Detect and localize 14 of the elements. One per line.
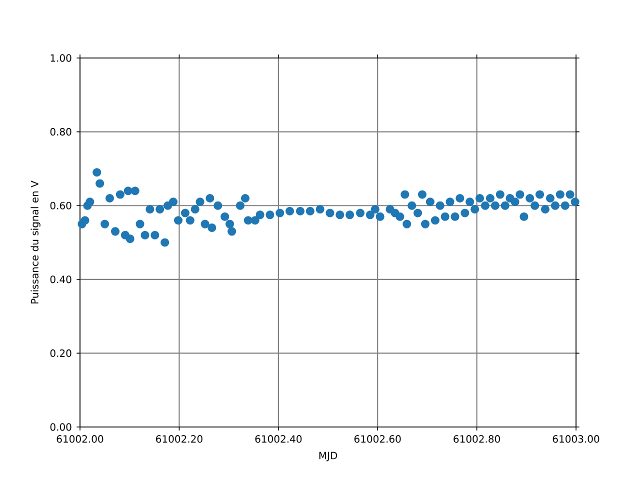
- y-tick-label: 0.00: [50, 423, 72, 431]
- y-tick-label: 0.80: [50, 128, 72, 136]
- x-tick-label: 61002.80: [454, 435, 500, 443]
- x-axis-title: MJD: [319, 452, 338, 462]
- y-tick-label: 0.60: [50, 202, 72, 210]
- y-tick-label: 0.40: [50, 276, 72, 284]
- y-tick-label: 1.00: [50, 54, 72, 62]
- y-axis-title: Puissance du signal en V: [30, 180, 40, 304]
- x-tick-label: 61002.00: [56, 435, 104, 443]
- x-tick-label: 61003.00: [552, 435, 600, 443]
- y-tick-label: 0.20: [50, 349, 72, 357]
- x-tick-label: 61002.40: [255, 435, 302, 443]
- x-tick-label: 61002.20: [156, 435, 202, 443]
- x-tick-label: 61002.60: [354, 435, 401, 443]
